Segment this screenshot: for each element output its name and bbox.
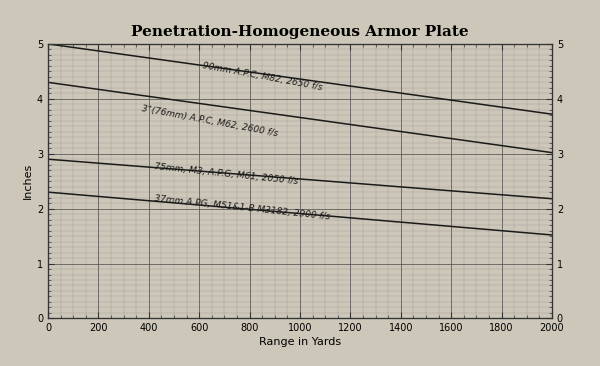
- X-axis label: Range in Yards: Range in Yards: [259, 337, 341, 347]
- Text: 3"(76mm) A.P.C, M62, 2600 f/s: 3"(76mm) A.P.C, M62, 2600 f/s: [141, 104, 279, 138]
- Title: Penetration-Homogeneous Armor Plate: Penetration-Homogeneous Armor Plate: [131, 25, 469, 38]
- Text: 37mm A.PG, M51&1-B M3182, 2900 f/s: 37mm A.PG, M51&1-B M3182, 2900 f/s: [154, 194, 331, 221]
- Text: 75mm, M3, A.P.G, M61, 2050 f/s: 75mm, M3, A.P.G, M61, 2050 f/s: [154, 163, 299, 186]
- Text: 90mm A.P.C, M82, 2650 f/s: 90mm A.P.C, M82, 2650 f/s: [202, 61, 323, 93]
- Y-axis label: Inches: Inches: [23, 163, 33, 199]
